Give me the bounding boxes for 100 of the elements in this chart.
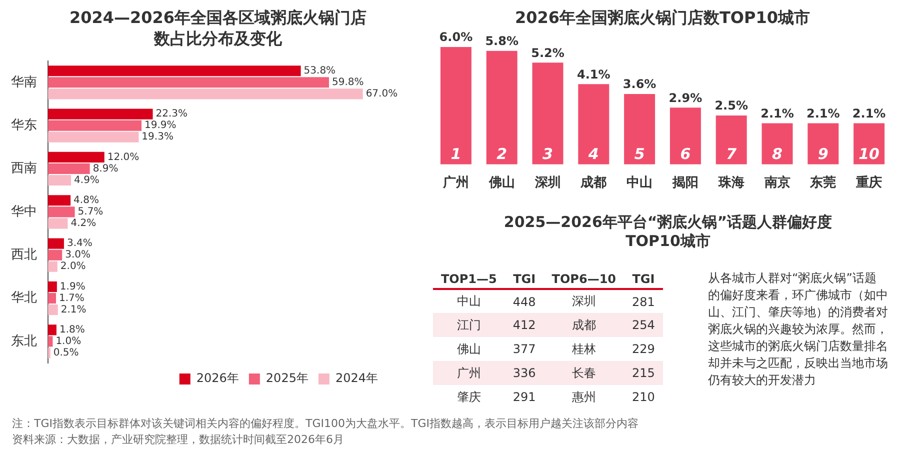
data-label: 2.1% <box>60 304 86 316</box>
bar <box>48 120 142 131</box>
data-label: 1.0% <box>56 336 82 348</box>
bar <box>808 123 839 164</box>
bar <box>762 123 793 164</box>
y-tick-label: 西南 <box>11 161 37 176</box>
bar <box>48 77 329 88</box>
category-label: 深圳 <box>570 293 597 310</box>
annotation: 6 <box>680 144 691 163</box>
bar <box>48 88 363 100</box>
data-label: 291 <box>512 389 537 406</box>
data-label: 2.1% <box>760 106 794 120</box>
bar <box>48 152 104 163</box>
bar <box>48 206 75 218</box>
data-label: 22.3% <box>156 108 188 120</box>
data-label: 1.7% <box>58 292 84 304</box>
text: TGI <box>512 271 537 288</box>
bar <box>48 238 64 249</box>
category-label: 江门 <box>456 316 482 334</box>
data-label: 281 <box>631 294 656 310</box>
data-label: 8.9% <box>92 163 118 174</box>
annotation: 10 <box>858 144 880 163</box>
x-tick-label: 揭阳 <box>671 176 698 191</box>
category-label: 长春 <box>570 364 597 382</box>
x-tick-label: 中山 <box>626 176 653 191</box>
x-tick-label: 深圳 <box>534 176 561 191</box>
text: TOP6—10 <box>550 271 618 288</box>
bar <box>48 261 58 272</box>
data-label: 2.0% <box>60 261 86 272</box>
chart-title: 2024—2026年全国各区域粥底火锅门店数占比分布及变化 <box>68 8 368 50</box>
category-label: 中山 <box>456 293 482 310</box>
data-label: 59.8% <box>332 76 364 88</box>
data-label: 3.4% <box>66 238 92 250</box>
annotation: 4 <box>587 144 599 163</box>
legend-label: 2026年 <box>196 371 239 386</box>
bar <box>48 163 90 174</box>
bar <box>48 304 58 316</box>
bar <box>48 324 56 336</box>
bar <box>48 66 301 76</box>
data-label: 19.3% <box>142 132 174 143</box>
data-label: 2.1% <box>852 106 886 120</box>
legend-label: 2025年 <box>266 371 308 386</box>
bar <box>578 84 610 164</box>
data-label: 0.5% <box>53 348 79 359</box>
bar <box>48 218 68 229</box>
x-tick-label: 佛山 <box>488 176 515 191</box>
category-label: 佛山 <box>456 340 482 358</box>
text: 从各城市人群对“粥底火锅”话题的偏好度来看，环广佛城市（如中山、江门、肇庆等地）的消费者对粥底火锅的兴趣较为浓厚。然而，这些城市的粥底火锅门店数量排名却并未与之匹配，反映出当地市场仍有较大的开发潜力 <box>708 270 888 389</box>
data-label: 5.2% <box>531 46 564 60</box>
data-label: 448 <box>512 294 537 310</box>
bar <box>48 174 72 186</box>
legend-label: 2024年 <box>335 371 378 386</box>
x-tick-label: 珠海 <box>717 176 744 191</box>
data-label: 1.9% <box>60 281 86 292</box>
data-label: 4.9% <box>74 174 100 186</box>
data-label: 5.7% <box>78 206 104 218</box>
annotation: 2 <box>496 144 508 163</box>
data-label: 229 <box>631 341 656 358</box>
data-label: 412 <box>512 317 537 334</box>
bar <box>486 50 518 164</box>
data-label: 67.0% <box>366 88 398 100</box>
text: TOP1—5 <box>440 271 498 288</box>
bar <box>624 94 656 164</box>
data-label: 3.6% <box>622 77 656 92</box>
bar <box>48 108 153 120</box>
y-tick-label: 华南 <box>11 74 37 90</box>
data-label: 12.0% <box>107 152 140 163</box>
y-tick-label: 西北 <box>11 247 37 262</box>
y-tick-label: 华中 <box>11 204 37 220</box>
data-label: 6.0% <box>439 30 473 44</box>
text: 注：TGI指数表示目标群体对该关键词相关内容的偏好程度。TGI100为大盘水平。TGI指数越高，表示目标用户越关注该部分内容 <box>12 416 640 431</box>
data-label: 4.2% <box>70 218 96 230</box>
x-tick-label: 南京 <box>763 174 790 191</box>
text: 2025—2026年平台“粥底火锅”话题人群偏好度TOP10城市 <box>502 213 834 251</box>
data-label: 19.9% <box>144 120 176 132</box>
bar <box>48 292 56 304</box>
annotation: 9 <box>818 144 828 163</box>
data-label: 2.9% <box>668 90 702 105</box>
annotation: 1 <box>450 144 462 163</box>
x-tick-label: 广州 <box>442 174 469 191</box>
data-label: 4.1% <box>577 67 610 82</box>
x-tick-label: 东莞 <box>809 174 836 191</box>
data-label: 1.8% <box>59 324 85 336</box>
y-tick-label: 东北 <box>11 334 37 349</box>
data-label: 4.8% <box>74 194 99 206</box>
category-label: 桂林 <box>570 340 597 358</box>
data-label: 377 <box>512 341 537 358</box>
bar <box>48 132 139 142</box>
category-label: 成都 <box>570 316 597 334</box>
y-tick-label: 华北 <box>11 290 37 306</box>
data-label: 5.8% <box>485 34 518 48</box>
bar <box>532 62 564 164</box>
text: TGI <box>631 271 656 288</box>
annotation: 3 <box>542 144 553 163</box>
category-label: 广州 <box>456 364 482 382</box>
data-label: 210 <box>631 389 656 406</box>
x-tick-label: 成都 <box>580 176 607 191</box>
data-label: 2.1% <box>806 106 840 120</box>
annotation: 5 <box>634 144 645 163</box>
data-label: 215 <box>631 365 656 382</box>
